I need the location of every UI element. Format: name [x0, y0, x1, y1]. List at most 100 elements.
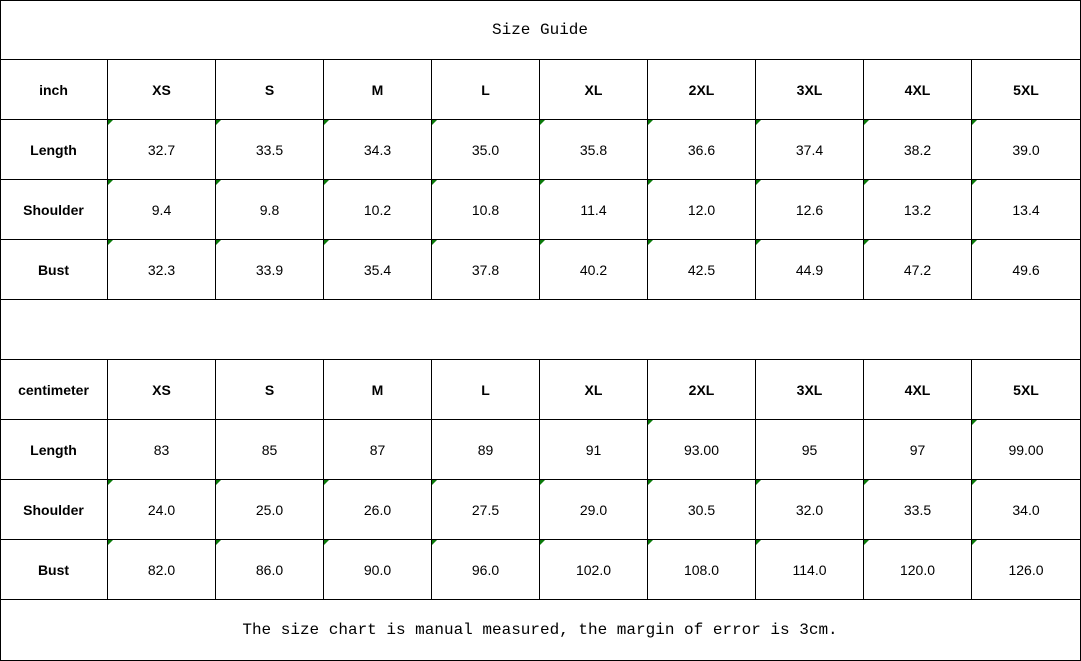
comment-marker-icon: [432, 540, 437, 545]
value-cell[interactable]: 126.0: [972, 540, 1081, 600]
row-label-cell-text: Length: [30, 141, 77, 158]
value-cell[interactable]: 13.4: [972, 180, 1081, 240]
value-cell[interactable]: 44.9: [756, 240, 864, 300]
comment-marker-icon: [432, 480, 437, 485]
comment-marker-icon: [972, 240, 977, 245]
row-label-cell[interactable]: Bust: [0, 540, 108, 600]
comment-marker-icon: [216, 120, 221, 125]
value-cell[interactable]: 10.2: [324, 180, 432, 240]
value-cell[interactable]: 34.3: [324, 120, 432, 180]
value-cell[interactable]: 32.0: [756, 480, 864, 540]
value-cell[interactable]: 97: [864, 420, 972, 480]
value-cell[interactable]: 90.0: [324, 540, 432, 600]
value-cell[interactable]: 95: [756, 420, 864, 480]
size-header-cell[interactable]: L: [432, 60, 540, 120]
value-cell[interactable]: 35.8: [540, 120, 648, 180]
size-header-cell[interactable]: 4XL: [864, 60, 972, 120]
row-label-cell[interactable]: Bust: [0, 240, 108, 300]
size-header-cell[interactable]: 3XL: [756, 360, 864, 420]
value-cell[interactable]: 25.0: [216, 480, 324, 540]
value-cell[interactable]: 12.0: [648, 180, 756, 240]
row-label-cell[interactable]: Length: [0, 120, 108, 180]
size-header-cell[interactable]: M: [324, 360, 432, 420]
value-cell[interactable]: 32.3: [108, 240, 216, 300]
size-header-cell[interactable]: S: [216, 60, 324, 120]
comment-marker-icon: [432, 180, 437, 185]
size-header-cell-text: XS: [152, 381, 171, 398]
value-cell[interactable]: 11.4: [540, 180, 648, 240]
size-header-cell[interactable]: XL: [540, 60, 648, 120]
value-cell-text: 120.0: [899, 561, 936, 578]
size-header-cell[interactable]: M: [324, 60, 432, 120]
value-cell[interactable]: 114.0: [756, 540, 864, 600]
size-header-cell-text: S: [264, 381, 275, 398]
value-cell[interactable]: 36.6: [648, 120, 756, 180]
size-header-cell[interactable]: 4XL: [864, 360, 972, 420]
value-cell[interactable]: 9.4: [108, 180, 216, 240]
size-header-cell[interactable]: 2XL: [648, 360, 756, 420]
value-cell[interactable]: 26.0: [324, 480, 432, 540]
value-cell[interactable]: 30.5: [648, 480, 756, 540]
value-cell[interactable]: 10.8: [432, 180, 540, 240]
value-cell[interactable]: 47.2: [864, 240, 972, 300]
value-cell[interactable]: 86.0: [216, 540, 324, 600]
row-label-cell[interactable]: Shoulder: [0, 480, 108, 540]
value-cell[interactable]: 34.0: [972, 480, 1081, 540]
value-cell[interactable]: 9.8: [216, 180, 324, 240]
unit-header-cell[interactable]: centimeter: [0, 360, 108, 420]
size-header-cell[interactable]: XS: [108, 360, 216, 420]
size-header-cell-text: 2XL: [688, 381, 715, 398]
comment-marker-icon: [756, 180, 761, 185]
value-cell[interactable]: 35.4: [324, 240, 432, 300]
value-cell[interactable]: 37.8: [432, 240, 540, 300]
comment-marker-icon: [432, 120, 437, 125]
value-cell-text: 13.4: [1012, 201, 1040, 218]
value-cell[interactable]: 96.0: [432, 540, 540, 600]
value-cell[interactable]: 38.2: [864, 120, 972, 180]
value-cell[interactable]: 39.0: [972, 120, 1081, 180]
comment-marker-icon: [216, 180, 221, 185]
size-header-cell[interactable]: S: [216, 360, 324, 420]
value-cell[interactable]: 29.0: [540, 480, 648, 540]
row-label-cell[interactable]: Length: [0, 420, 108, 480]
value-cell[interactable]: 13.2: [864, 180, 972, 240]
value-cell[interactable]: 40.2: [540, 240, 648, 300]
value-cell[interactable]: 82.0: [108, 540, 216, 600]
value-cell[interactable]: 85: [216, 420, 324, 480]
size-header-cell[interactable]: L: [432, 360, 540, 420]
comment-marker-icon: [324, 120, 329, 125]
unit-header-cell[interactable]: inch: [0, 60, 108, 120]
value-cell[interactable]: 83: [108, 420, 216, 480]
size-header-cell-text: 5XL: [1013, 81, 1039, 98]
value-cell[interactable]: 32.7: [108, 120, 216, 180]
row-label-cell[interactable]: Shoulder: [0, 180, 108, 240]
value-cell[interactable]: 42.5: [648, 240, 756, 300]
value-cell[interactable]: 99.00: [972, 420, 1081, 480]
value-cell[interactable]: 33.5: [864, 480, 972, 540]
value-cell[interactable]: 35.0: [432, 120, 540, 180]
size-header-cell[interactable]: XL: [540, 360, 648, 420]
value-cell[interactable]: 12.6: [756, 180, 864, 240]
value-cell-text: 35.4: [363, 261, 392, 278]
value-cell[interactable]: 33.5: [216, 120, 324, 180]
value-cell[interactable]: 87: [324, 420, 432, 480]
value-cell[interactable]: 108.0: [648, 540, 756, 600]
value-cell[interactable]: 33.9: [216, 240, 324, 300]
comment-marker-icon: [648, 540, 653, 545]
size-header-cell[interactable]: XS: [108, 60, 216, 120]
value-cell[interactable]: 49.6: [972, 240, 1081, 300]
footer-note-cell-text: The size chart is manual measured, the m…: [242, 621, 838, 639]
value-cell[interactable]: 89: [432, 420, 540, 480]
value-cell[interactable]: 120.0: [864, 540, 972, 600]
size-header-cell[interactable]: 5XL: [972, 360, 1081, 420]
value-cell[interactable]: 102.0: [540, 540, 648, 600]
value-cell[interactable]: 37.4: [756, 120, 864, 180]
title-cell-text: Size Guide: [491, 20, 588, 39]
size-header-cell[interactable]: 2XL: [648, 60, 756, 120]
value-cell[interactable]: 24.0: [108, 480, 216, 540]
value-cell[interactable]: 91: [540, 420, 648, 480]
value-cell[interactable]: 93.00: [648, 420, 756, 480]
value-cell[interactable]: 27.5: [432, 480, 540, 540]
size-header-cell[interactable]: 3XL: [756, 60, 864, 120]
size-header-cell[interactable]: 5XL: [972, 60, 1081, 120]
